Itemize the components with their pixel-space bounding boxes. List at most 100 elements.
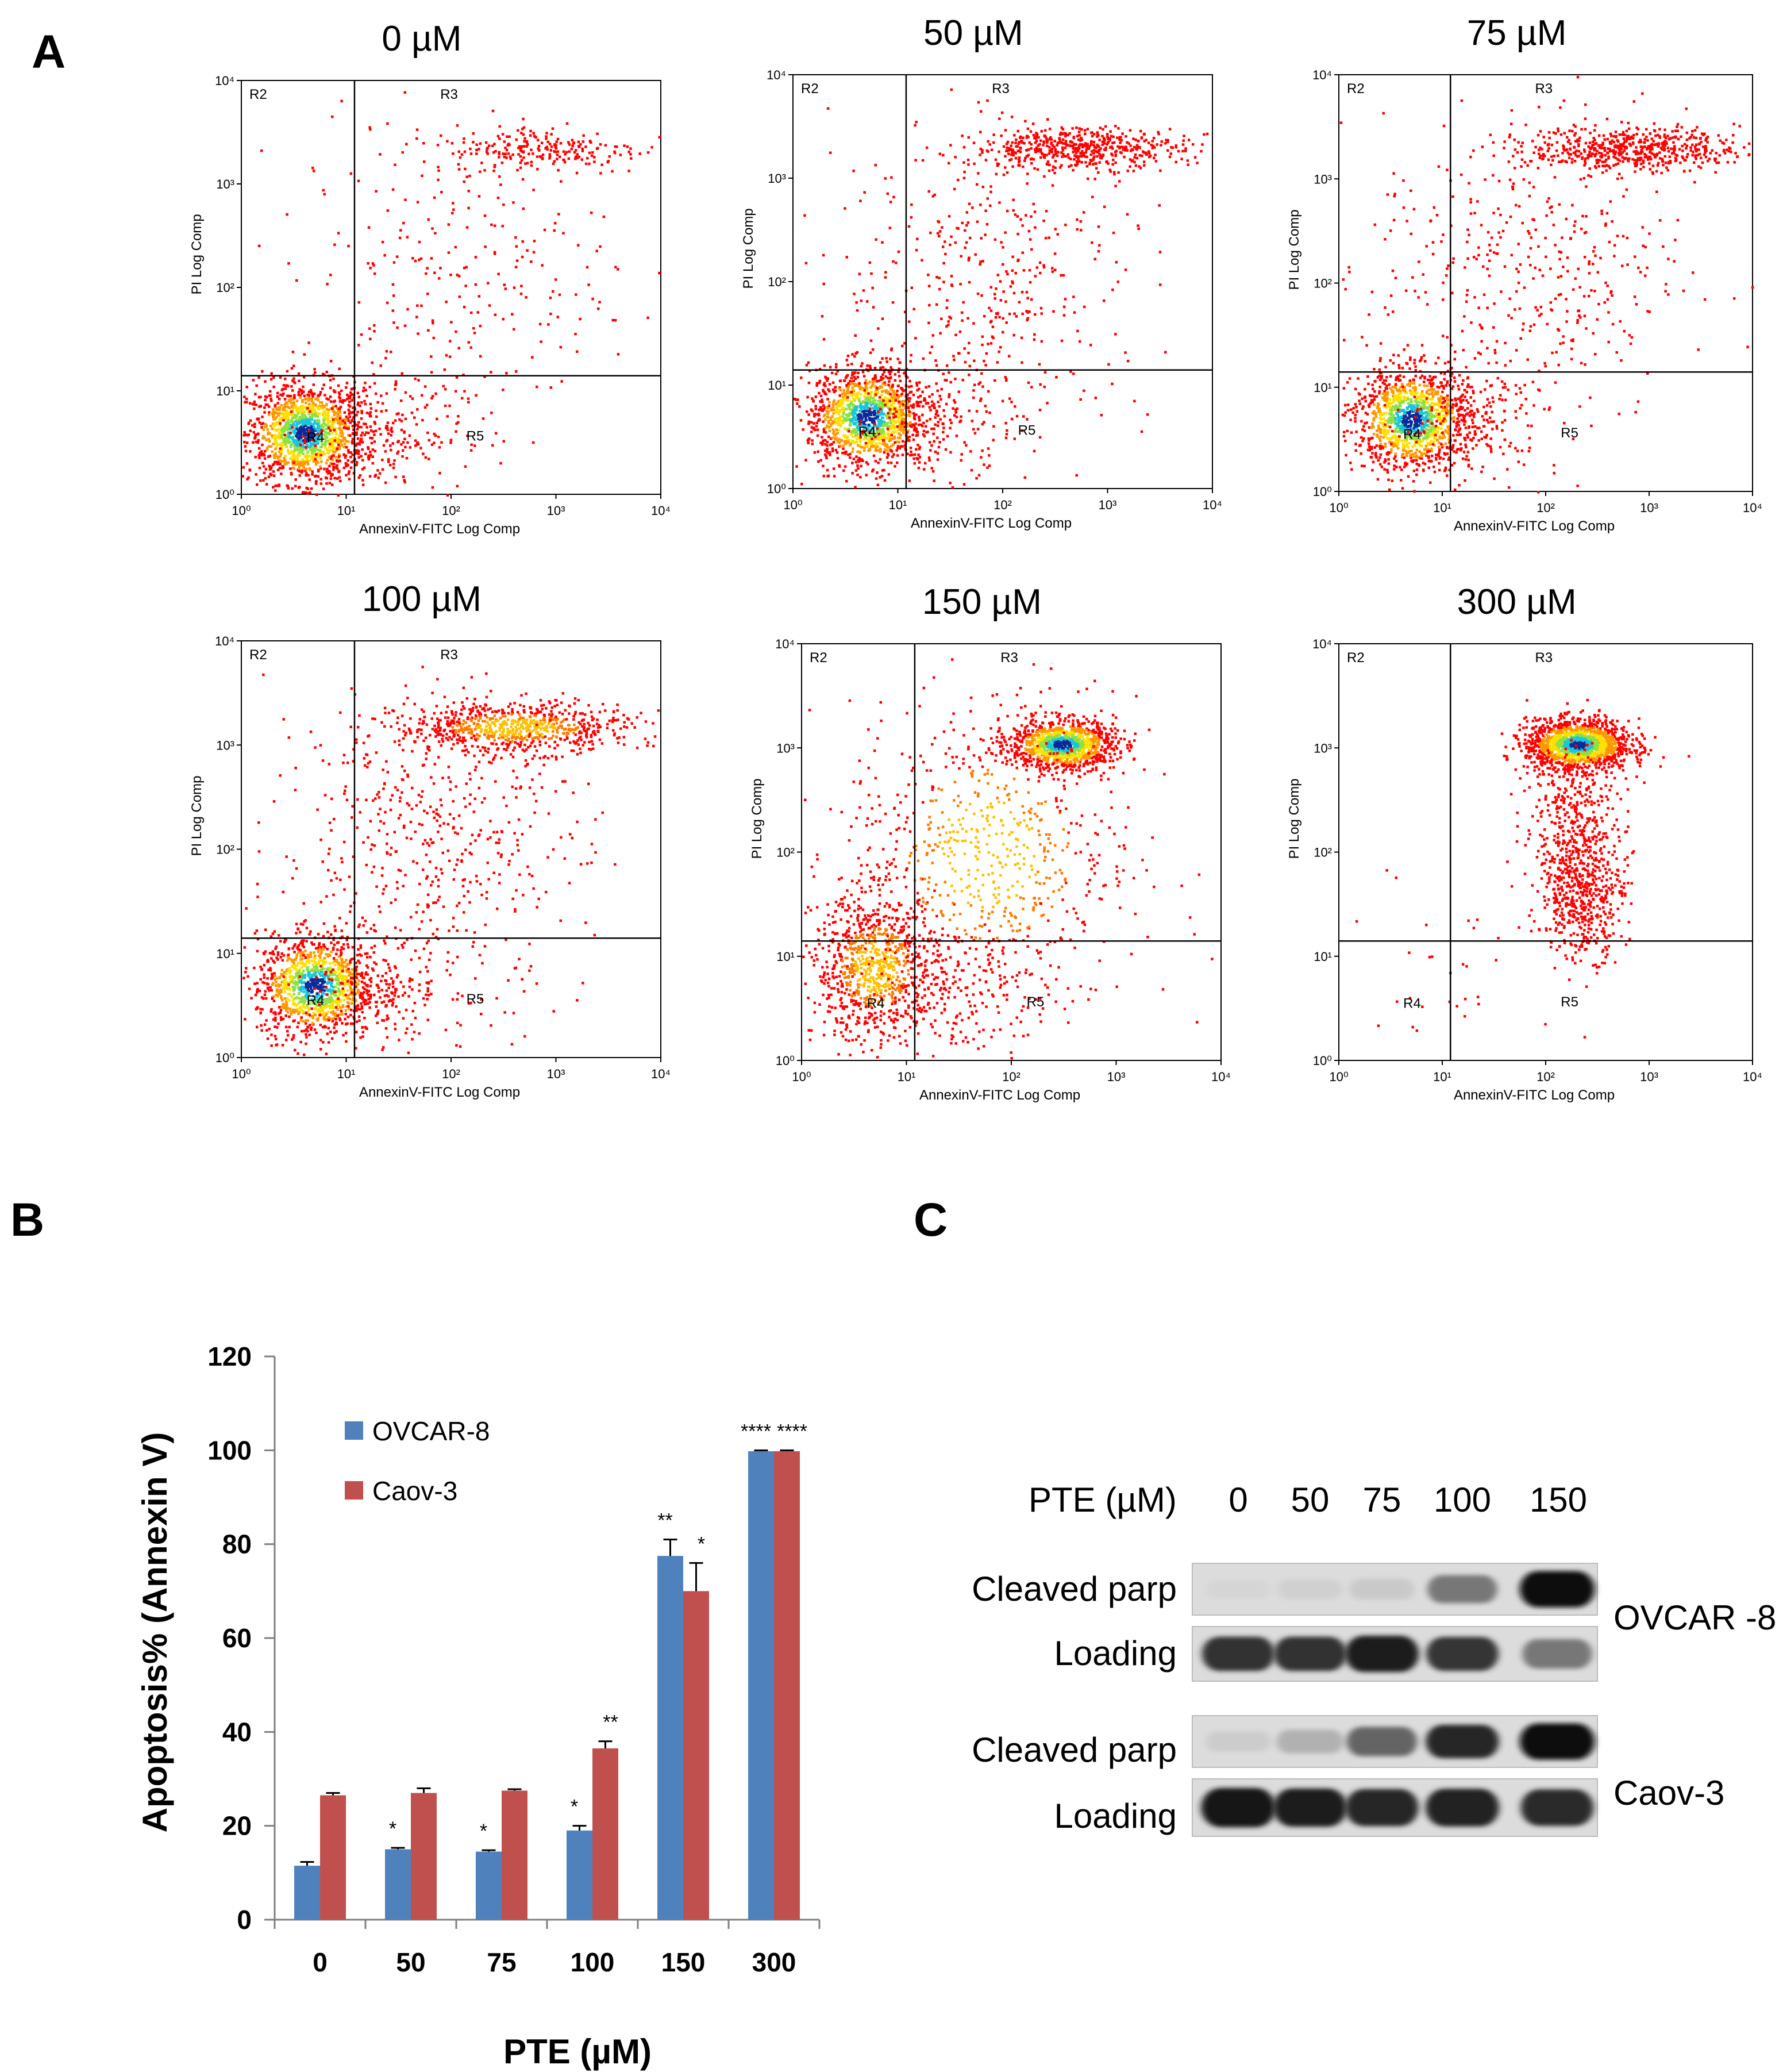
- flow-event-dot: [1147, 155, 1151, 159]
- flow-event-dot: [861, 410, 864, 413]
- flow-event-dot: [329, 386, 332, 390]
- flow-event-dot: [892, 414, 895, 417]
- flow-event-dot: [896, 447, 899, 449]
- flow-event-dot: [832, 412, 835, 415]
- flow-event-dot: [421, 418, 424, 422]
- flow-event-dot: [267, 475, 271, 478]
- flow-event-dot: [276, 391, 279, 395]
- flow-event-dot: [964, 246, 966, 249]
- flow-event-dot: [948, 215, 951, 218]
- flow-event-dot: [1387, 402, 1391, 405]
- flow-event-dot: [857, 426, 861, 429]
- flow-event-dot: [860, 405, 863, 408]
- flow-event-dot: [404, 391, 407, 394]
- flow-event-dot: [1005, 149, 1008, 152]
- flow-event-dot: [1061, 149, 1065, 152]
- flow-event-dot: [1091, 150, 1093, 153]
- flow-event-dot: [253, 425, 256, 428]
- flow-event-dot: [1110, 134, 1113, 138]
- flow-event-dot: [272, 453, 276, 457]
- flow-event-dot: [296, 430, 300, 433]
- flow-event-dot: [998, 316, 1001, 319]
- flow-event-dot: [853, 393, 856, 397]
- flow-event-dot: [281, 465, 284, 468]
- flow-event-dot: [339, 414, 342, 418]
- flow-event-dot: [319, 436, 323, 439]
- flow-event-dot: [840, 439, 844, 442]
- flow-event-dot: [1037, 144, 1040, 147]
- flow-event-dot: [457, 150, 460, 153]
- flow-event-dot: [825, 410, 828, 413]
- flow-event-dot: [1056, 233, 1059, 236]
- flow-event-dot: [1434, 375, 1437, 379]
- flow-event-dot: [1133, 156, 1136, 159]
- flow-event-dot: [838, 386, 841, 389]
- flow-event-dot: [245, 462, 249, 465]
- flow-event-dot: [505, 148, 509, 152]
- flow-event-dot: [305, 468, 308, 471]
- flow-event-dot: [875, 387, 879, 390]
- flow-event-dot: [1018, 149, 1021, 152]
- flow-event-dot: [450, 142, 454, 145]
- flow-event-dot: [376, 401, 379, 404]
- flow-event-dot: [302, 461, 305, 464]
- flow-event-dot: [860, 423, 863, 426]
- flow-event-dot: [1133, 160, 1136, 164]
- flow-event-dot: [1035, 146, 1038, 149]
- flow-event-dot: [491, 144, 494, 148]
- flow-event-dot: [883, 479, 887, 482]
- flow-event-dot: [559, 142, 563, 145]
- flow-event-dot: [829, 366, 832, 369]
- flow-event-dot: [283, 415, 286, 418]
- flow-event-dot: [446, 140, 449, 143]
- flow-event-dot: [328, 432, 331, 435]
- flow-event-dot: [890, 348, 893, 352]
- flow-event-dot: [251, 424, 254, 427]
- flow-event-dot: [907, 439, 910, 442]
- flow-event-dot: [856, 433, 859, 436]
- flow-event-dot: [278, 460, 281, 463]
- flow-event-dot: [836, 404, 839, 407]
- flow-event-dot: [869, 396, 873, 399]
- flow-event-dot: [835, 451, 839, 454]
- flow-event-dot: [322, 383, 325, 386]
- flow-event-dot: [309, 398, 312, 401]
- flow-event-dot: [373, 475, 376, 478]
- flow-event-dot: [864, 444, 867, 447]
- flow-event-dot: [940, 317, 943, 320]
- flow-event-dot: [390, 426, 393, 429]
- flow-event-dot: [383, 254, 386, 257]
- flow-event-dot: [829, 437, 833, 440]
- flow-event-dot: [401, 151, 404, 154]
- flow-event-dot: [903, 342, 906, 345]
- flow-event-dot: [409, 446, 412, 449]
- flow-event-dot: [278, 418, 281, 421]
- flow-event-dot: [314, 371, 317, 374]
- flow-event-dot: [355, 431, 358, 434]
- flow-event-dot: [884, 271, 887, 274]
- flow-event-dot: [879, 421, 882, 425]
- flow-event-dot: [847, 383, 850, 386]
- flow-event-dot: [1112, 159, 1115, 162]
- flow-event-dot: [853, 293, 856, 295]
- flow-event-dot: [468, 174, 471, 178]
- flow-event-dot: [291, 487, 294, 490]
- flow-event-dot: [282, 460, 285, 463]
- flow-event-dot: [822, 282, 825, 286]
- flow-event-dot: [1089, 159, 1092, 162]
- flow-event-dot: [888, 397, 892, 401]
- flow-event-dot: [305, 437, 309, 440]
- flow-event-dot: [381, 458, 384, 462]
- flow-event-dot: [923, 397, 926, 400]
- flow-event-dot: [977, 101, 980, 104]
- flow-event-dot: [341, 401, 344, 404]
- flow-event-dot: [530, 148, 533, 151]
- flow-event-dot: [308, 467, 311, 470]
- flow-event-dot: [823, 382, 826, 385]
- flow-event-dot: [414, 444, 417, 447]
- flow-event-dot: [386, 421, 390, 424]
- flow-event-dot: [355, 423, 357, 426]
- flow-event-dot: [853, 397, 856, 401]
- flow-event-dot: [867, 369, 870, 372]
